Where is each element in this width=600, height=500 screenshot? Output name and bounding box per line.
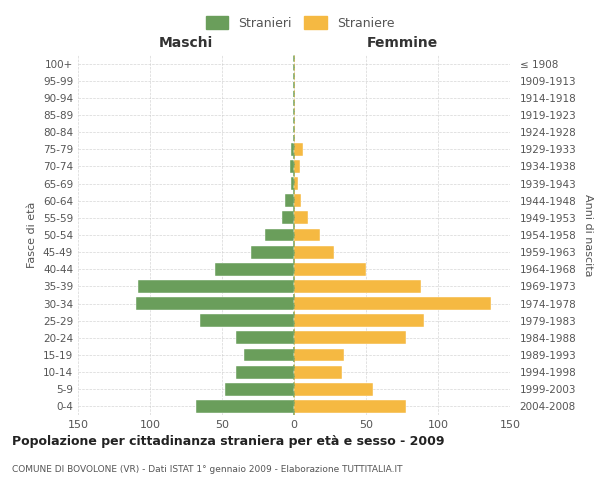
Bar xyxy=(286,194,294,207)
Bar xyxy=(236,366,294,378)
Bar xyxy=(294,263,366,276)
Bar xyxy=(283,212,294,224)
Bar xyxy=(196,400,294,413)
Bar xyxy=(294,228,320,241)
Bar xyxy=(294,212,308,224)
Bar xyxy=(291,143,294,156)
Bar xyxy=(139,280,294,293)
Bar xyxy=(294,383,373,396)
Bar xyxy=(294,400,406,413)
Y-axis label: Fasce di età: Fasce di età xyxy=(28,202,37,268)
Y-axis label: Anni di nascita: Anni di nascita xyxy=(583,194,593,276)
Bar xyxy=(294,366,341,378)
Bar xyxy=(215,263,294,276)
Bar xyxy=(294,194,301,207)
Bar xyxy=(290,160,294,173)
Bar xyxy=(294,177,298,190)
Bar xyxy=(236,332,294,344)
Legend: Stranieri, Straniere: Stranieri, Straniere xyxy=(201,11,399,35)
Bar xyxy=(244,348,294,362)
Bar xyxy=(294,297,491,310)
Text: Maschi: Maschi xyxy=(159,36,213,50)
Bar xyxy=(251,246,294,258)
Bar xyxy=(265,228,294,241)
Bar xyxy=(294,348,344,362)
Text: COMUNE DI BOVOLONE (VR) - Dati ISTAT 1° gennaio 2009 - Elaborazione TUTTITALIA.I: COMUNE DI BOVOLONE (VR) - Dati ISTAT 1° … xyxy=(12,465,403,474)
Text: Popolazione per cittadinanza straniera per età e sesso - 2009: Popolazione per cittadinanza straniera p… xyxy=(12,435,445,448)
Bar xyxy=(294,332,406,344)
Bar xyxy=(225,383,294,396)
Bar xyxy=(200,314,294,327)
Bar xyxy=(294,280,421,293)
Text: Femmine: Femmine xyxy=(367,36,437,50)
Bar xyxy=(294,246,334,258)
Bar xyxy=(136,297,294,310)
Bar xyxy=(294,160,300,173)
Bar xyxy=(291,177,294,190)
Bar xyxy=(294,143,302,156)
Bar xyxy=(294,314,424,327)
